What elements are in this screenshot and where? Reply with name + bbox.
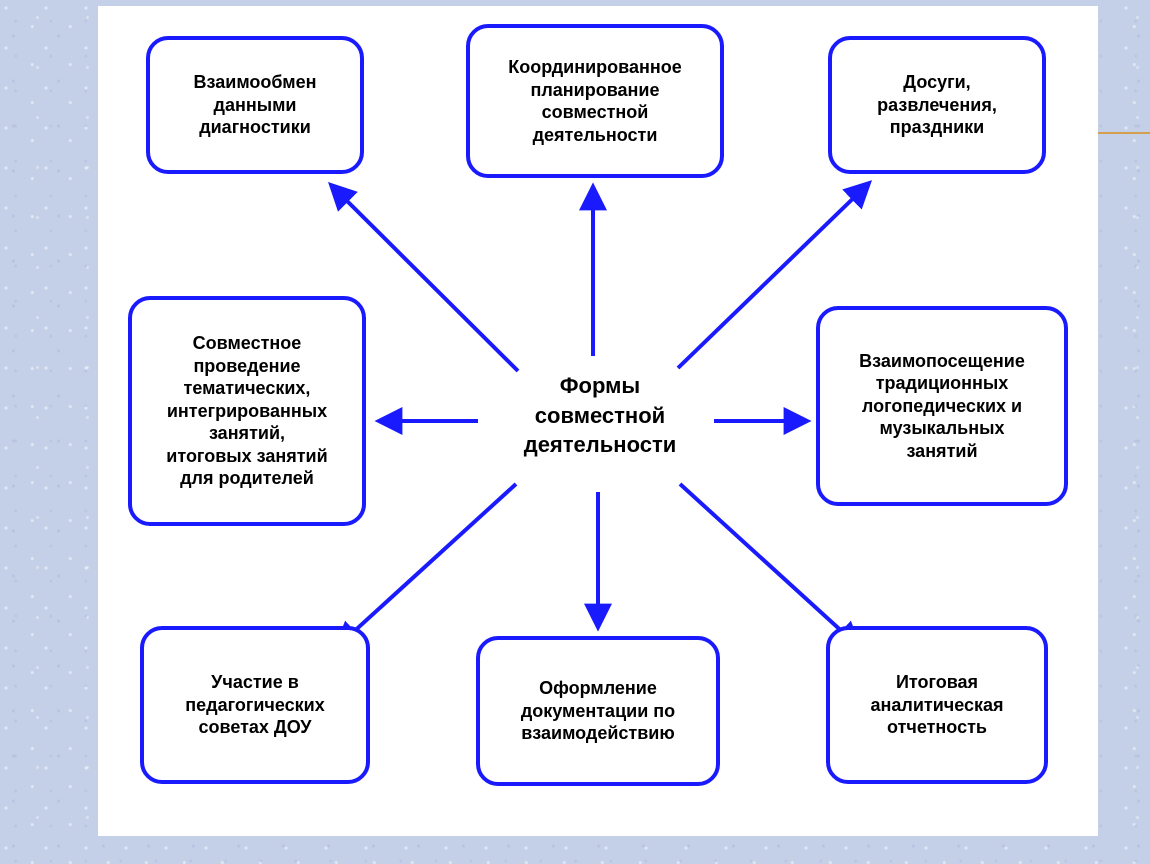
node-n3: Досуги, развлечения, праздники [828, 36, 1046, 174]
node-n8: Итоговая аналитическая отчетность [826, 626, 1048, 784]
radial-diagram: Формы совместной деятельности Взаимообме… [98, 6, 1098, 836]
node-n5: Взаимопосещение традиционных логопедичес… [816, 306, 1068, 506]
node-n6: Участие в педагогических советах ДОУ [140, 626, 370, 784]
center-label: Формы совместной деятельности [490, 371, 710, 460]
node-n2: Координированное планирование совместной… [466, 24, 724, 178]
node-n4: Совместное проведение тематических, инте… [128, 296, 366, 526]
diagram-panel: Формы совместной деятельности Взаимообме… [98, 6, 1098, 836]
node-n1: Взаимообмен данными диагностики [146, 36, 364, 174]
node-n7: Оформление документации по взаимодействи… [476, 636, 720, 786]
arrow-7 [680, 484, 858, 646]
